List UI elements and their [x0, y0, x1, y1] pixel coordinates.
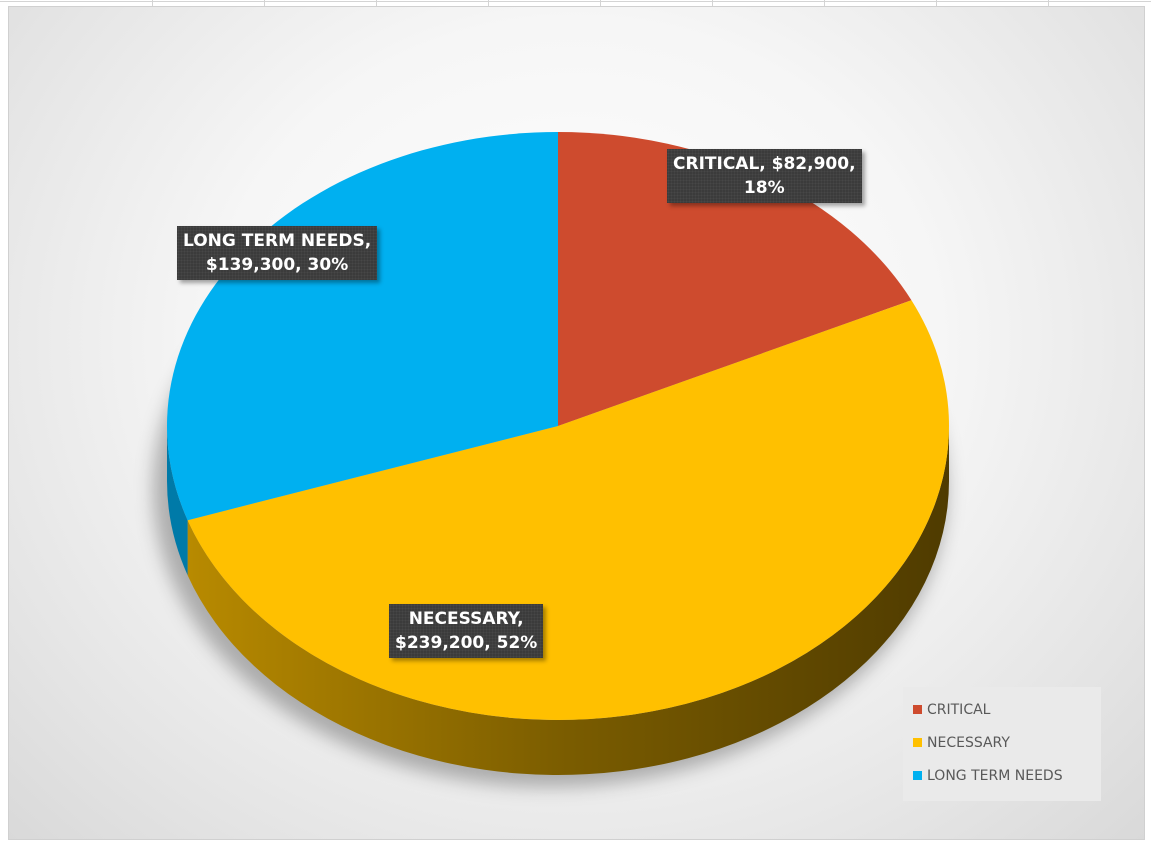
pie-side-necessary	[187, 426, 950, 775]
legend-item-critical[interactable]: CRITICAL	[913, 693, 1091, 726]
pie-slice-long-term-needs	[166, 132, 558, 521]
legend-item-long-term-needs[interactable]: LONG TERM NEEDS	[913, 759, 1091, 792]
data-label-long-term-needs: LONG TERM NEEDS, $139,300, 30%	[177, 226, 378, 280]
data-label-necessary-line1: NECESSARY,	[408, 609, 524, 629]
pie-slice-critical	[558, 132, 912, 426]
pie-slice-necessary	[187, 300, 950, 721]
pie-sides	[167, 426, 950, 775]
data-label-necessary-line2: $239,200, 52%	[395, 633, 538, 653]
pie-top	[166, 132, 950, 721]
legend-swatch-necessary	[913, 738, 922, 747]
legend[interactable]: CRITICAL NECESSARY LONG TERM NEEDS	[903, 687, 1101, 801]
legend-label-critical: CRITICAL	[927, 701, 991, 718]
data-label-necessary: NECESSARY, $239,200, 52%	[389, 604, 544, 658]
data-label-long-term-needs-line1: LONG TERM NEEDS,	[183, 231, 372, 251]
legend-label-long-term-needs: LONG TERM NEEDS	[927, 767, 1063, 784]
data-label-critical-line1: CRITICAL, $82,900,	[673, 154, 856, 174]
data-label-critical-line2: 18%	[743, 178, 785, 198]
pie-side-long-term-needs	[167, 426, 188, 576]
legend-swatch-critical	[913, 705, 922, 714]
legend-swatch-long-term-needs	[913, 771, 922, 780]
legend-item-necessary[interactable]: NECESSARY	[913, 726, 1091, 759]
legend-label-necessary: NECESSARY	[927, 734, 1010, 751]
data-label-long-term-needs-line2: $139,300, 30%	[205, 255, 349, 275]
data-label-critical: CRITICAL, $82,900, 18%	[667, 149, 862, 203]
